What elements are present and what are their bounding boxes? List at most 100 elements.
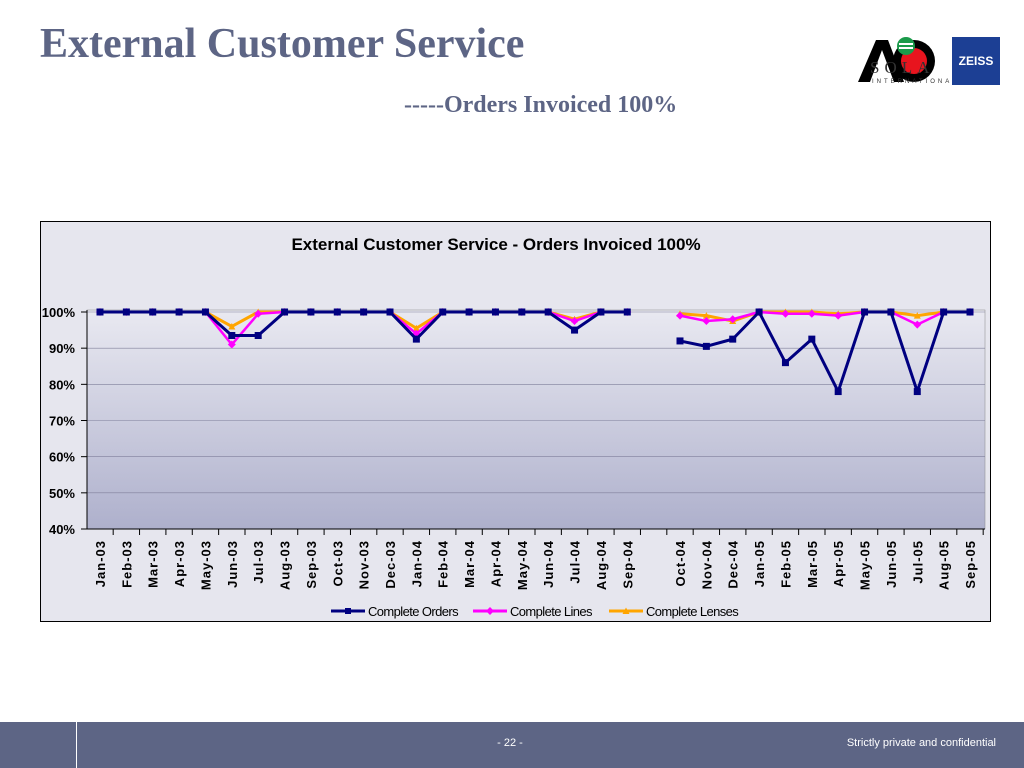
x-tick-label: May-04 bbox=[515, 540, 530, 590]
legend-label: Complete Lenses bbox=[646, 604, 739, 619]
footer-bar: - 22 - Strictly private and confidential bbox=[0, 722, 1024, 768]
x-tick-label: Feb-05 bbox=[778, 540, 793, 588]
y-tick-label: 60% bbox=[49, 450, 75, 465]
data-point bbox=[834, 388, 842, 396]
x-tick-label: Feb-03 bbox=[119, 540, 134, 588]
legend-marker bbox=[486, 607, 494, 615]
x-tick-label: Aug-03 bbox=[278, 540, 293, 590]
data-point bbox=[386, 308, 394, 316]
x-tick-label: Apr-03 bbox=[172, 540, 187, 587]
y-tick-label: 90% bbox=[49, 341, 75, 356]
x-tick-label: Jul-05 bbox=[910, 540, 925, 584]
data-point bbox=[781, 359, 789, 367]
legend-label: Complete Orders bbox=[368, 604, 459, 619]
data-point bbox=[96, 308, 104, 316]
x-tick-label: Sep-03 bbox=[304, 540, 319, 589]
data-point bbox=[623, 308, 631, 316]
x-tick-label: Jan-04 bbox=[409, 540, 424, 587]
data-point bbox=[887, 308, 895, 316]
zeiss-logo-icon: ZEISS bbox=[952, 37, 1000, 85]
x-tick-label: Jan-03 bbox=[93, 540, 108, 587]
x-tick-label: Mar-05 bbox=[805, 540, 820, 588]
x-tick-label: Aug-04 bbox=[594, 540, 609, 590]
sola-logo-subtext: INTERNATIONAL bbox=[872, 79, 959, 85]
x-tick-label: Jan-05 bbox=[752, 540, 767, 587]
data-point bbox=[966, 308, 974, 316]
x-tick-label: Feb-04 bbox=[436, 540, 451, 588]
line-chart: External Customer Service - Orders Invoi… bbox=[42, 235, 986, 619]
data-point bbox=[254, 332, 262, 340]
x-tick-label: Jul-04 bbox=[568, 540, 583, 584]
x-tick-label: Jun-04 bbox=[541, 540, 556, 588]
data-point bbox=[360, 308, 368, 316]
x-tick-label: Nov-04 bbox=[699, 540, 714, 589]
data-point bbox=[676, 311, 684, 320]
x-tick-label: Oct-03 bbox=[330, 540, 345, 586]
chart-container: External Customer Service - Orders Invoi… bbox=[40, 221, 991, 622]
slide-subtitle: -----Orders Invoiced 100% bbox=[404, 92, 678, 118]
data-point bbox=[913, 388, 921, 396]
y-tick-label: 80% bbox=[49, 377, 75, 392]
y-tick-label: 70% bbox=[49, 414, 75, 429]
data-point bbox=[307, 308, 315, 316]
data-point bbox=[571, 326, 579, 334]
data-point bbox=[281, 308, 289, 316]
data-point bbox=[412, 324, 420, 332]
x-tick-label: Sep-04 bbox=[620, 540, 635, 589]
data-point bbox=[465, 308, 473, 316]
data-point bbox=[122, 308, 130, 316]
x-tick-label: Apr-05 bbox=[831, 540, 846, 587]
data-point bbox=[412, 335, 420, 343]
series-line-complete-lines bbox=[679, 310, 970, 326]
x-tick-label: May-05 bbox=[858, 540, 873, 590]
data-point bbox=[781, 309, 790, 318]
data-point bbox=[755, 308, 763, 316]
data-point bbox=[861, 308, 869, 316]
plot-area bbox=[86, 309, 986, 530]
x-tick-label: Jun-03 bbox=[225, 540, 240, 588]
data-point bbox=[412, 329, 421, 338]
x-tick-label: Mar-04 bbox=[462, 540, 477, 588]
data-point bbox=[913, 320, 922, 329]
sola-logo-icon bbox=[897, 37, 915, 55]
data-point bbox=[254, 309, 263, 318]
series-line-complete-orders bbox=[679, 310, 970, 394]
data-point bbox=[333, 308, 341, 316]
data-point bbox=[228, 322, 236, 330]
data-point bbox=[201, 308, 209, 316]
data-point bbox=[728, 315, 737, 324]
x-tick-label: Jun-05 bbox=[884, 540, 899, 588]
data-point bbox=[439, 308, 447, 316]
x-tick-label: Dec-03 bbox=[383, 540, 398, 589]
y-tick-label: 40% bbox=[49, 522, 75, 537]
page-number: - 22 - bbox=[497, 737, 523, 749]
data-point bbox=[518, 308, 526, 316]
data-point bbox=[807, 309, 816, 318]
chart-title: External Customer Service - Orders Invoi… bbox=[291, 235, 700, 254]
x-tick-label: Sep-05 bbox=[963, 540, 978, 589]
confidentiality-notice: Strictly private and confidential bbox=[846, 737, 996, 749]
data-point bbox=[702, 342, 710, 350]
x-tick-label: Apr-04 bbox=[488, 540, 503, 587]
x-tick-label: Jul-03 bbox=[251, 540, 266, 584]
data-point bbox=[544, 308, 552, 316]
data-point bbox=[227, 340, 236, 349]
legend-marker bbox=[622, 607, 630, 614]
data-point bbox=[913, 312, 921, 319]
x-tick-label: May-03 bbox=[198, 540, 213, 590]
x-tick-label: Oct-04 bbox=[673, 540, 688, 586]
data-point bbox=[729, 335, 737, 343]
legend-marker bbox=[345, 608, 351, 614]
legend-label: Complete Lines bbox=[510, 604, 593, 619]
footer-divider bbox=[76, 722, 77, 768]
data-point bbox=[702, 317, 711, 326]
data-point bbox=[491, 308, 499, 316]
data-point bbox=[570, 317, 579, 326]
data-point bbox=[175, 308, 183, 316]
data-point bbox=[149, 308, 157, 316]
y-tick-label: 50% bbox=[49, 486, 75, 501]
data-point bbox=[702, 312, 710, 319]
data-point bbox=[834, 311, 843, 320]
data-point bbox=[597, 308, 605, 316]
data-point bbox=[228, 332, 236, 340]
